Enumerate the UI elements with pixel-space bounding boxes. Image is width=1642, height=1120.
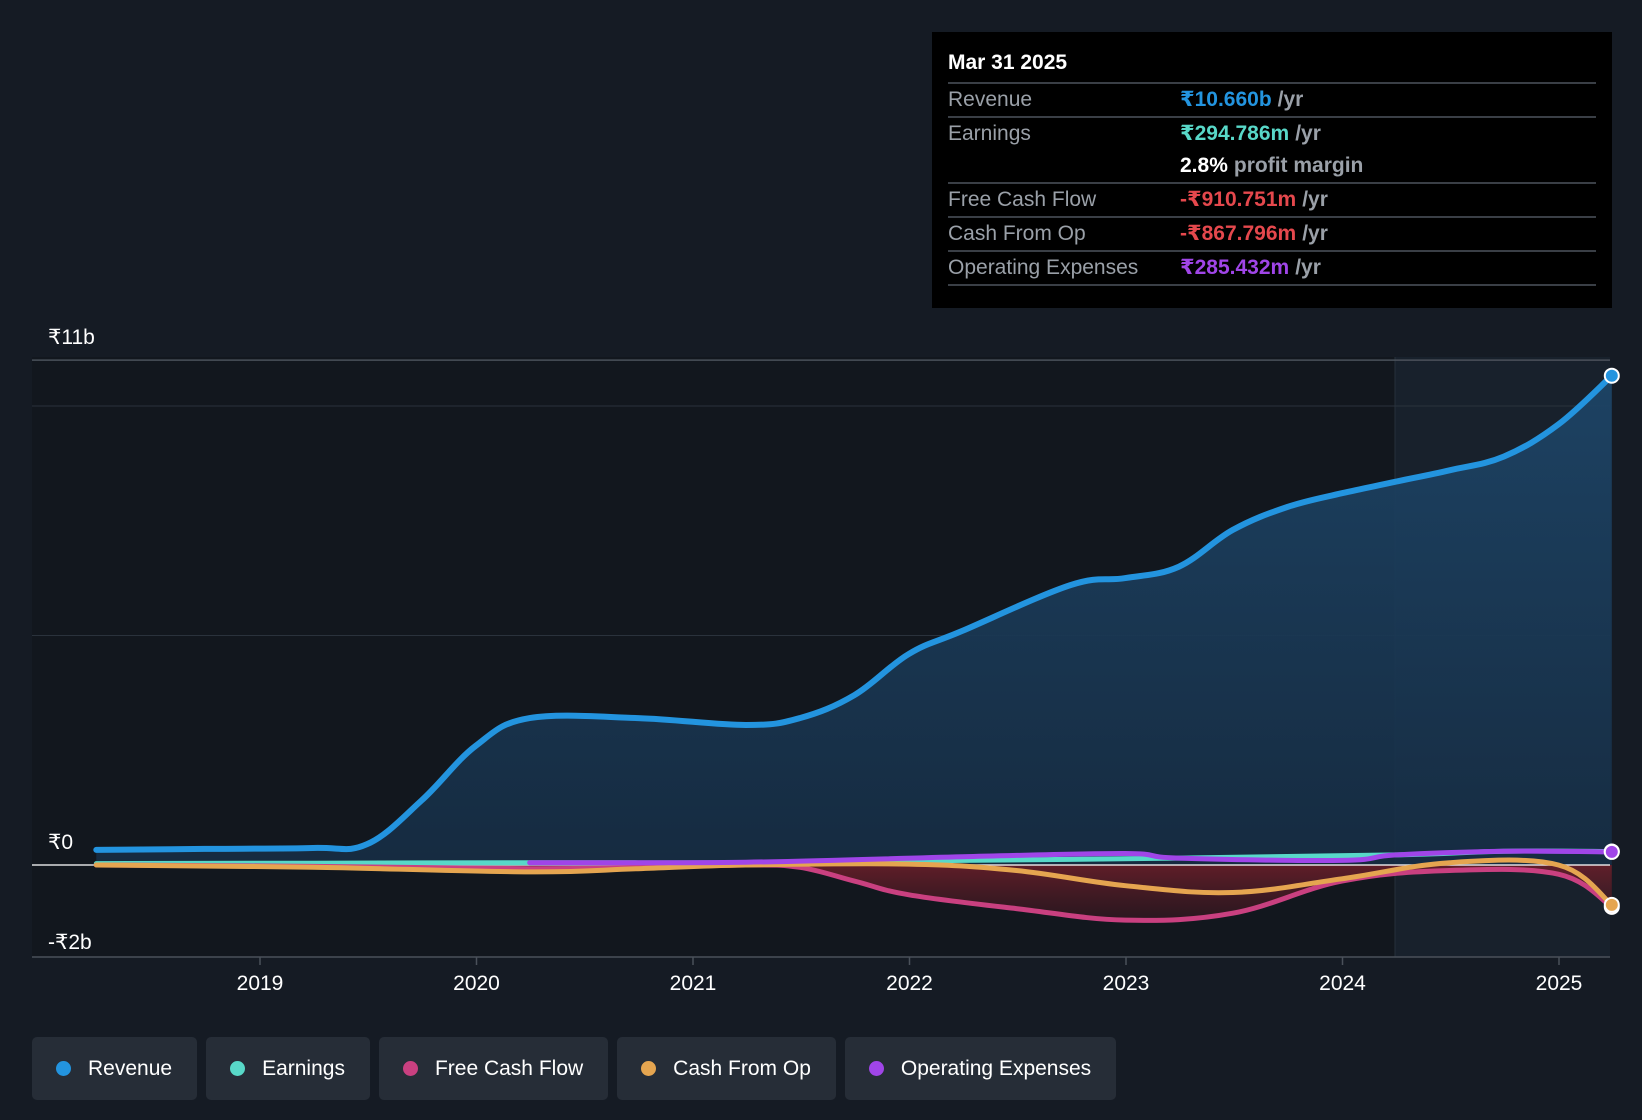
legend-label: Revenue bbox=[88, 1056, 173, 1080]
tooltip-label: Cash From Op bbox=[948, 222, 1086, 245]
x-tick-label: 2020 bbox=[453, 972, 500, 995]
x-tick-label: 2024 bbox=[1319, 972, 1366, 995]
tooltip-date: Mar 31 2025 bbox=[948, 44, 1596, 84]
tooltip-row-free-cash-flow: Free Cash Flow -₹910.751m /yr bbox=[948, 184, 1596, 218]
y-tick-label: ₹0 bbox=[48, 831, 73, 854]
tooltip-unit: /yr bbox=[1295, 256, 1321, 279]
legend-item-revenue[interactable]: Revenue bbox=[32, 1037, 198, 1100]
legend-dot-icon bbox=[402, 1061, 418, 1076]
legend-item-earnings[interactable]: Earnings bbox=[206, 1037, 370, 1100]
tooltip-unit: profit margin bbox=[1233, 154, 1364, 177]
series-line-cash-from-op bbox=[93, 857, 1615, 908]
legend-dot-icon bbox=[56, 1061, 71, 1076]
legend-label: Operating Expenses bbox=[900, 1056, 1092, 1080]
x-tick-label: 2022 bbox=[886, 972, 933, 995]
legend-item-operating-expenses[interactable]: Operating Expenses bbox=[844, 1037, 1117, 1100]
tooltip-value: ₹285.432m bbox=[1180, 256, 1290, 279]
y-tick-label: ₹11b bbox=[48, 326, 95, 349]
tooltip-label: Free Cash Flow bbox=[948, 188, 1097, 211]
end-point-operating-expenses bbox=[1603, 843, 1620, 860]
tooltip-row-cash-from-op: Cash From Op -₹867.796m /yr bbox=[948, 218, 1596, 252]
tooltip-row-operating-expenses: Operating Expenses ₹285.432m /yr bbox=[948, 252, 1596, 286]
legend-dot-icon bbox=[868, 1061, 884, 1076]
tooltip-value: -₹867.796m bbox=[1180, 222, 1297, 245]
tooltip-unit: /yr bbox=[1295, 122, 1321, 145]
tooltip-unit: /yr bbox=[1302, 188, 1328, 211]
tooltip-value: ₹294.786m bbox=[1180, 122, 1290, 145]
fcf-area bbox=[96, 864, 1612, 921]
legend-label: Free Cash Flow bbox=[434, 1056, 584, 1080]
x-tick-label: 2025 bbox=[1536, 972, 1583, 995]
tooltip-label bbox=[948, 150, 1180, 182]
y-tick-label: -₹2b bbox=[48, 931, 92, 954]
series-line-free-cash-flow bbox=[93, 862, 1615, 923]
tooltip-label: Revenue bbox=[948, 88, 1033, 111]
series-line-revenue bbox=[93, 372, 1615, 853]
legend-label: Cash From Op bbox=[673, 1056, 811, 1080]
tooltip-unit: /yr bbox=[1302, 222, 1328, 245]
tooltip-unit: /yr bbox=[1277, 88, 1304, 111]
legend-item-free-cash-flow[interactable]: Free Cash Flow bbox=[378, 1037, 609, 1100]
tooltip-value: 2.8% bbox=[1180, 154, 1228, 177]
x-tick-label: 2023 bbox=[1103, 972, 1150, 995]
tooltip-row-earnings: Earnings ₹294.786m /yr bbox=[948, 118, 1596, 150]
legend-dot-icon bbox=[641, 1061, 657, 1076]
legend-label: Earnings bbox=[262, 1056, 345, 1080]
tooltip-row-revenue: Revenue ₹10.660b /yr bbox=[948, 84, 1596, 118]
tooltip-value: -₹910.751m bbox=[1180, 188, 1297, 211]
end-point-revenue bbox=[1603, 367, 1620, 384]
x-tick-label: 2019 bbox=[237, 972, 284, 995]
tooltip-label: Operating Expenses bbox=[948, 256, 1139, 279]
revenue-area bbox=[96, 375, 1612, 865]
tooltip-label: Earnings bbox=[948, 122, 1031, 145]
series-line-operating-expenses bbox=[527, 848, 1615, 866]
end-point-cash-from-op bbox=[1603, 896, 1620, 913]
tooltip-value: ₹10.660b bbox=[1180, 88, 1272, 111]
x-tick-label: 2021 bbox=[670, 972, 717, 995]
legend: Revenue Earnings Free Cash Flow Cash Fro… bbox=[32, 1037, 1117, 1100]
tooltip-panel: Mar 31 2025 Revenue ₹10.660b /yr Earning… bbox=[932, 32, 1612, 308]
tooltip-row-profit-margin: 2.8% profit margin bbox=[948, 150, 1596, 184]
legend-dot-icon bbox=[230, 1061, 246, 1076]
legend-item-cash-from-op[interactable]: Cash From Op bbox=[617, 1037, 836, 1100]
